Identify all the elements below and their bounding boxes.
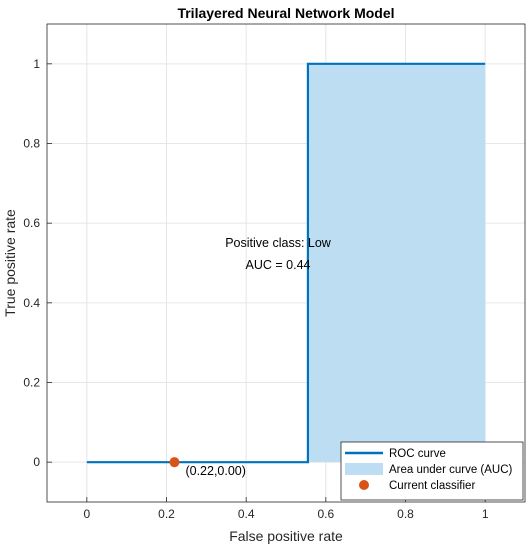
legend-label-roc-curve: ROC curve: [389, 448, 446, 460]
legend-swatch-auc-area: [345, 463, 383, 475]
chart-title: Trilayered Neural Network Model: [177, 5, 394, 21]
current-classifier-marker: [169, 457, 180, 468]
y-axis-label: True positive rate: [2, 209, 18, 317]
y-tick-label: 0.4: [23, 296, 40, 310]
legend-swatch-current-classifier: [359, 480, 369, 490]
y-tick-label: 1: [33, 57, 40, 71]
x-axis-label: False positive rate: [229, 528, 343, 544]
legend-box: [340, 441, 524, 501]
legend-label-auc-area: Area under curve (AUC): [389, 464, 513, 476]
current-classifier: [169, 457, 180, 468]
x-tick-label: 0: [83, 507, 90, 521]
y-tick-label: 0: [33, 455, 40, 469]
positive-class-annotation: Positive class: Low: [225, 236, 332, 250]
roc-curve-line: [86, 62, 486, 464]
auc-area: [307, 63, 486, 463]
y-tick-label: 0.8: [23, 137, 40, 151]
legend-label-current-classifier: Current classifier: [389, 480, 475, 492]
roc-curve: [86, 62, 486, 464]
ticks: 0 0.2 0.4 0.6 0.8 1 0 0.2 0.4 0.6 0.8 1: [23, 57, 489, 521]
auc-annotation: AUC = 0.44: [246, 258, 311, 272]
x-tick-label: 1: [482, 507, 489, 521]
plot-frame: [46, 23, 526, 503]
legend: ROC curve Area under curve (AUC) Current…: [340, 441, 524, 501]
auc-area-fill: [307, 63, 486, 463]
x-tick-label: 0.6: [317, 507, 334, 521]
x-tick-label: 0.4: [238, 507, 255, 521]
y-tick-label: 0.2: [23, 376, 40, 390]
y-tick-label: 0.6: [23, 216, 40, 230]
x-tick-label: 0.8: [397, 507, 414, 521]
point-label: (0.22,0.00): [185, 464, 245, 478]
x-tick-label: 0.2: [158, 507, 175, 521]
